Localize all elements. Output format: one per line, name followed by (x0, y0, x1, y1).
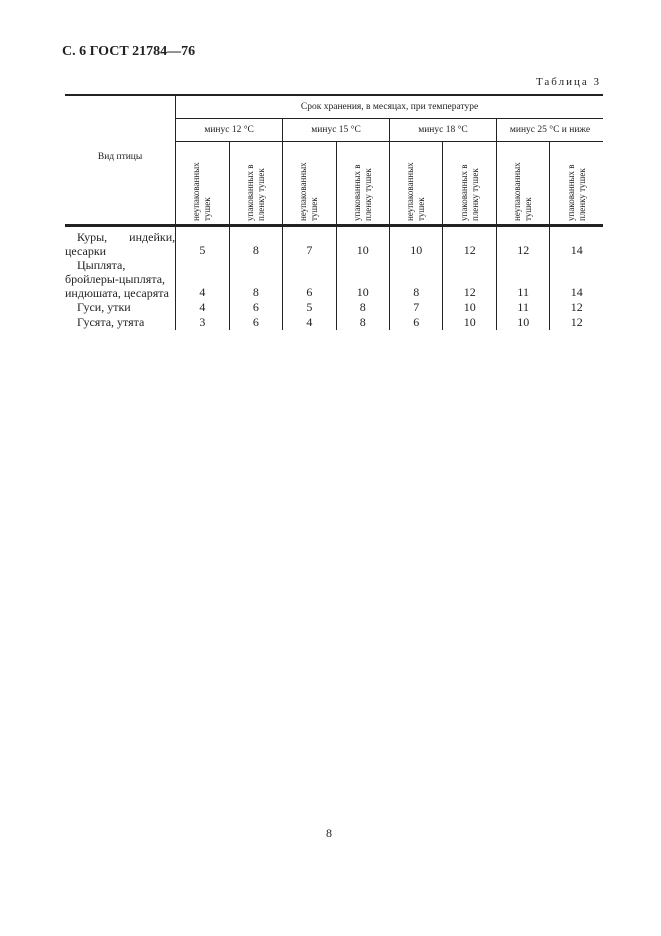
bird-type: Гуси, утки (77, 300, 131, 314)
name-cell: Гуси, утки (65, 300, 176, 315)
value-cell: 8 (228, 225, 283, 258)
temperature-header: минус 12 °С (175, 118, 283, 142)
value-cell: 5 (175, 225, 230, 258)
value-cell: 12 (495, 225, 550, 258)
value-cell: 6 (282, 258, 337, 300)
subcolumn-header: неупакованных тушек (282, 141, 337, 227)
value-cell: 14 (549, 258, 603, 300)
subcolumn-label: упакованных в пленку тушек (244, 164, 266, 221)
document-header: С. 6 ГОСТ 21784—76 (62, 44, 196, 59)
value-cell: 10 (442, 300, 497, 315)
value-cell: 4 (175, 300, 230, 315)
subcolumn-label: упакованных в пленку тушек (458, 164, 480, 221)
bird-type: Цыплята, бройлеры-цыплята, индюшата, цес… (65, 258, 169, 300)
subcolumn-label: упакованных в пленку тушек (565, 164, 587, 221)
bird-type: Гусята, утята (77, 315, 145, 329)
value-cell: 4 (175, 258, 230, 300)
value-cell: 10 (335, 225, 390, 258)
subcolumn-header: неупакованных тушек (175, 141, 230, 227)
value-cell: 12 (549, 315, 603, 330)
subcolumn-header: неупакованных тушек (495, 141, 550, 227)
subcolumn-header: упакованных в пленку тушек (549, 141, 603, 227)
subcolumn-header: упакованных в пленку тушек (228, 141, 283, 227)
value-cell: 12 (442, 225, 497, 258)
value-cell: 8 (389, 258, 443, 300)
bird-type: Куры, индейки, цесарки (65, 230, 176, 258)
value-cell: 6 (228, 300, 283, 315)
subcolumn-label: неупакованных тушек (298, 162, 320, 221)
table-caption: Срок хранения, в месяцах, при температур… (175, 95, 603, 119)
name-cell: Гусята, утята (65, 315, 176, 330)
value-cell: 10 (335, 258, 390, 300)
value-cell: 11 (495, 258, 550, 300)
value-cell: 6 (228, 315, 283, 330)
storage-table: Вид птицы Срок хранения, в месяцах, при … (65, 94, 603, 330)
value-cell: 10 (442, 315, 497, 330)
value-cell: 4 (282, 315, 337, 330)
subcolumn-label: неупакованных тушек (512, 162, 534, 221)
value-cell: 11 (495, 300, 550, 315)
table-label: Таблица 3 (535, 76, 601, 88)
temperature-header: минус 15 °С (282, 118, 390, 142)
value-cell: 7 (389, 300, 443, 315)
table-row: Гусята, утята 3 6 4 8 6 10 10 12 (65, 315, 603, 330)
value-cell: 12 (442, 258, 497, 300)
value-cell: 10 (389, 225, 443, 258)
subcolumn-header: упакованных в пленку тушек (442, 141, 497, 227)
value-cell: 5 (282, 300, 337, 315)
value-cell: 14 (549, 225, 603, 258)
subcolumn-header: неупакованных тушек (389, 141, 443, 227)
subcolumn-label: неупакованных тушек (405, 162, 427, 221)
page-number: 8 (326, 826, 332, 840)
value-cell: 6 (389, 315, 443, 330)
value-cell: 8 (228, 258, 283, 300)
subcolumn-header: упакованных в пленку тушек (335, 141, 390, 227)
value-cell: 3 (175, 315, 230, 330)
value-cell: 10 (495, 315, 550, 330)
name-cell: Цыплята, бройлеры-цыплята, индюшата, цес… (65, 258, 176, 300)
value-cell: 8 (335, 315, 390, 330)
subcolumn-label: неупакованных тушек (191, 162, 213, 221)
subcolumn-label: упакованных в пленку тушек (351, 164, 373, 221)
value-cell: 12 (549, 300, 603, 315)
temperature-header: минус 18 °С (389, 118, 497, 142)
name-cell: Куры, индейки, цесарки (65, 226, 176, 258)
table-row: Куры, индейки, цесарки 5 8 7 10 10 12 12 14 (65, 225, 603, 258)
value-cell: 7 (282, 225, 337, 258)
temperature-header: минус 25 °С и ниже (495, 118, 603, 142)
table-row: Гуси, утки 4 6 5 8 7 10 11 12 (65, 300, 603, 315)
row-header: Вид птицы (65, 95, 176, 227)
table-row: Цыплята, бройлеры-цыплята, индюшата, цес… (65, 258, 603, 300)
value-cell: 8 (335, 300, 390, 315)
